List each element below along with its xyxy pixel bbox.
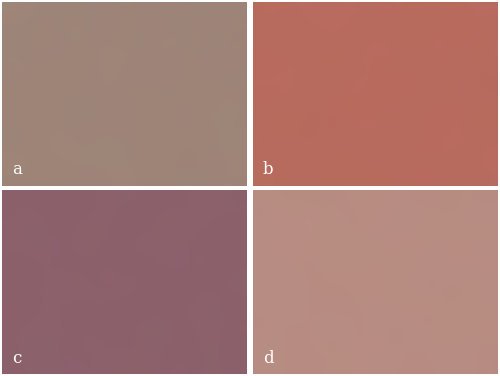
Text: d: d — [263, 350, 274, 367]
Text: a: a — [12, 161, 22, 178]
Text: b: b — [263, 161, 274, 178]
Text: c: c — [12, 350, 21, 367]
